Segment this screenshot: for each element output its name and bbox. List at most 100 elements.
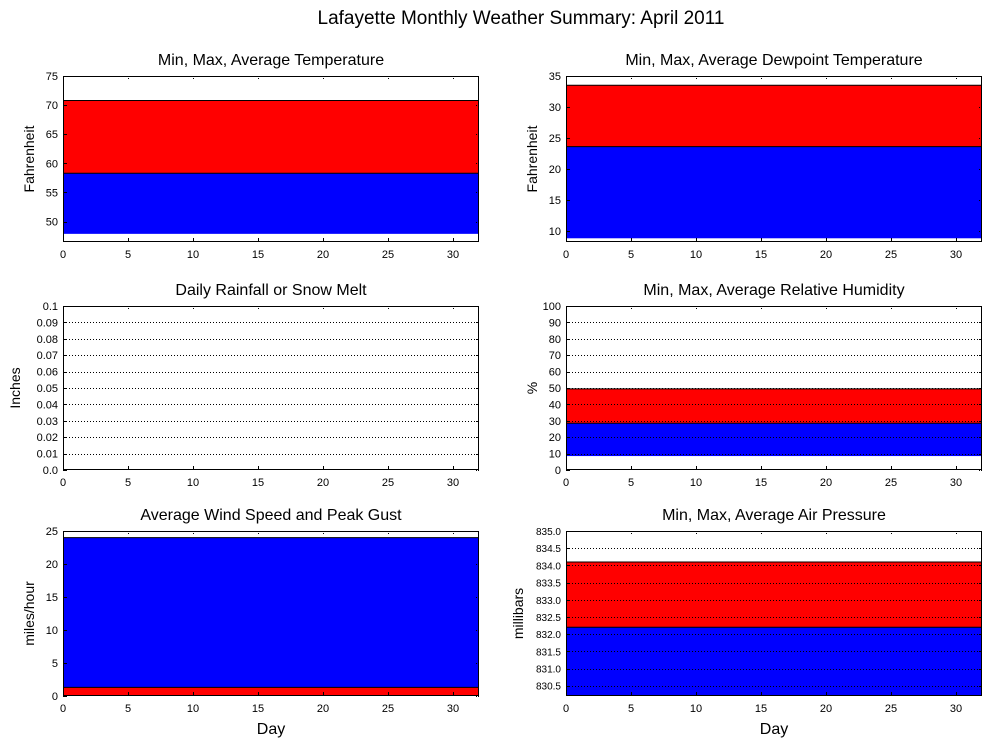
y-tick-label-5: 50 [549, 383, 561, 395]
panel-title: Average Wind Speed and Peak Gust [140, 507, 402, 524]
x-tick-label-3: 15 [252, 249, 264, 261]
panel-title: Min, Max, Average Air Pressure [662, 507, 886, 524]
y-tick-label-8: 834.5 [536, 544, 561, 555]
x-tick-label-4: 20 [317, 703, 329, 715]
y-tick-label-2: 20 [549, 432, 561, 444]
series-band-1 [566, 85, 982, 147]
y-tick-label-3: 0.03 [37, 416, 58, 428]
panel-1: 0 5 10 15 20 25 30 50 55 60 65 70 75 Min, Max, Averag… [21, 52, 479, 261]
panel-4: 0 5 10 15 20 25 30 0 10 20 30 40 50 60 70 80 90 100 Min, M… [524, 282, 982, 489]
y-tick-label-5: 75 [46, 71, 58, 83]
y-tick-label-2: 10 [46, 625, 58, 637]
x-tick-label-5: 25 [885, 249, 897, 261]
y-tick-label-4: 30 [549, 102, 561, 114]
series-band-2 [566, 423, 982, 457]
x-tick-label-6: 30 [950, 477, 962, 489]
panel-title: Min, Max, Average Dewpoint Temperature [625, 52, 922, 69]
y-tick-label-6: 0.06 [37, 367, 58, 379]
x-tick-label-4: 20 [820, 249, 832, 261]
y-tick-label-3: 30 [549, 416, 561, 428]
y-tick-label-10: 0.1 [43, 301, 58, 313]
x-tick-label-0: 0 [60, 477, 66, 489]
y-tick-label-1: 5 [52, 658, 58, 670]
y-tick-label-10: 100 [543, 301, 561, 313]
series-band-1 [566, 388, 982, 424]
y-tick-label-3: 15 [46, 592, 58, 604]
y-tick-label-0: 10 [549, 226, 561, 238]
y-tick-label-3: 25 [549, 133, 561, 145]
x-axis-label: Day [257, 721, 285, 738]
y-axis-label: Fahrenheit [524, 125, 540, 192]
series-band-2 [566, 627, 982, 696]
y-tick-label-0: 50 [46, 217, 58, 229]
x-tick-label-5: 25 [885, 477, 897, 489]
y-tick-label-2: 20 [549, 164, 561, 176]
y-tick-label-4: 40 [549, 399, 561, 411]
y-tick-label-9: 835.0 [536, 527, 561, 538]
x-tick-label-2: 10 [690, 249, 702, 261]
y-tick-label-7: 0.07 [37, 350, 58, 362]
y-tick-label-0: 0 [52, 691, 58, 703]
x-tick-label-3: 15 [252, 703, 264, 715]
y-tick-label-6: 60 [549, 367, 561, 379]
series-band-1 [566, 561, 982, 628]
x-tick-label-1: 5 [125, 703, 131, 715]
x-tick-label-0: 0 [563, 249, 569, 261]
x-axis-label: Day [760, 721, 788, 738]
plot-frame [566, 76, 982, 242]
x-tick-label-5: 25 [382, 703, 394, 715]
figure-title: Lafayette Monthly Weather Summary: April… [318, 8, 725, 29]
x-tick-label-1: 5 [628, 703, 634, 715]
x-tick-label-1: 5 [125, 477, 131, 489]
x-tick-label-6: 30 [447, 249, 459, 261]
x-tick-label-1: 5 [628, 249, 634, 261]
x-tick-label-4: 20 [820, 477, 832, 489]
x-tick-label-2: 10 [187, 249, 199, 261]
y-tick-label-4: 20 [46, 559, 58, 571]
panel-title: Min, Max, Average Relative Humidity [643, 282, 904, 299]
x-tick-label-5: 25 [885, 703, 897, 715]
x-tick-label-0: 0 [563, 703, 569, 715]
y-tick-label-1: 15 [549, 195, 561, 207]
y-tick-label-2: 831.5 [536, 647, 561, 658]
x-tick-label-0: 0 [563, 477, 569, 489]
x-tick-label-5: 25 [382, 477, 394, 489]
x-tick-label-6: 30 [950, 703, 962, 715]
y-tick-label-4: 832.5 [536, 613, 561, 624]
y-tick-label-1: 0.01 [37, 449, 58, 461]
y-tick-label-0: 830.5 [536, 682, 561, 693]
y-tick-label-2: 60 [46, 158, 58, 170]
x-tick-label-1: 5 [125, 249, 131, 261]
y-tick-label-7: 834.0 [536, 561, 561, 572]
x-tick-label-2: 10 [690, 477, 702, 489]
y-tick-label-2: 0.02 [37, 432, 58, 444]
panel-2: 0 5 10 15 20 25 30 10 15 20 25 30 35 Min, Max, Averag… [524, 52, 982, 261]
y-tick-label-5: 833.0 [536, 596, 561, 607]
y-tick-label-1: 831.0 [536, 665, 561, 676]
y-tick-label-0: 0 [555, 465, 561, 477]
y-tick-label-3: 65 [46, 129, 58, 141]
x-tick-label-4: 20 [820, 703, 832, 715]
x-tick-label-2: 10 [187, 703, 199, 715]
panel-3: 0 5 10 15 20 25 30 0.0 0.01 0.02 0.03 0.04 0.05 0.06 0… [7, 282, 479, 489]
series-band-2 [566, 146, 982, 239]
x-tick-label-3: 15 [755, 249, 767, 261]
y-tick-label-4: 0.04 [37, 399, 58, 411]
panel-6: 0 5 10 15 20 25 30 830.5 831.0 831.5 832.0 832.5 833… [510, 507, 982, 738]
y-tick-label-0: 0.0 [43, 465, 58, 477]
y-tick-label-8: 80 [549, 334, 561, 346]
series-band-1 [63, 100, 479, 174]
y-tick-label-6: 833.5 [536, 579, 561, 590]
x-tick-label-3: 15 [755, 703, 767, 715]
y-tick-label-9: 90 [549, 317, 561, 329]
panel-5: 0 5 10 15 20 25 30 0 5 10 15 20 25 Average Wind Speed… [21, 507, 479, 738]
x-tick-label-3: 15 [755, 477, 767, 489]
y-tick-label-7: 70 [549, 350, 561, 362]
panel-title: Min, Max, Average Temperature [158, 52, 384, 69]
x-tick-label-0: 0 [60, 249, 66, 261]
x-tick-label-3: 15 [252, 477, 264, 489]
y-axis-label: Fahrenheit [21, 125, 37, 192]
x-tick-label-6: 30 [950, 249, 962, 261]
series-band-2 [63, 173, 479, 234]
